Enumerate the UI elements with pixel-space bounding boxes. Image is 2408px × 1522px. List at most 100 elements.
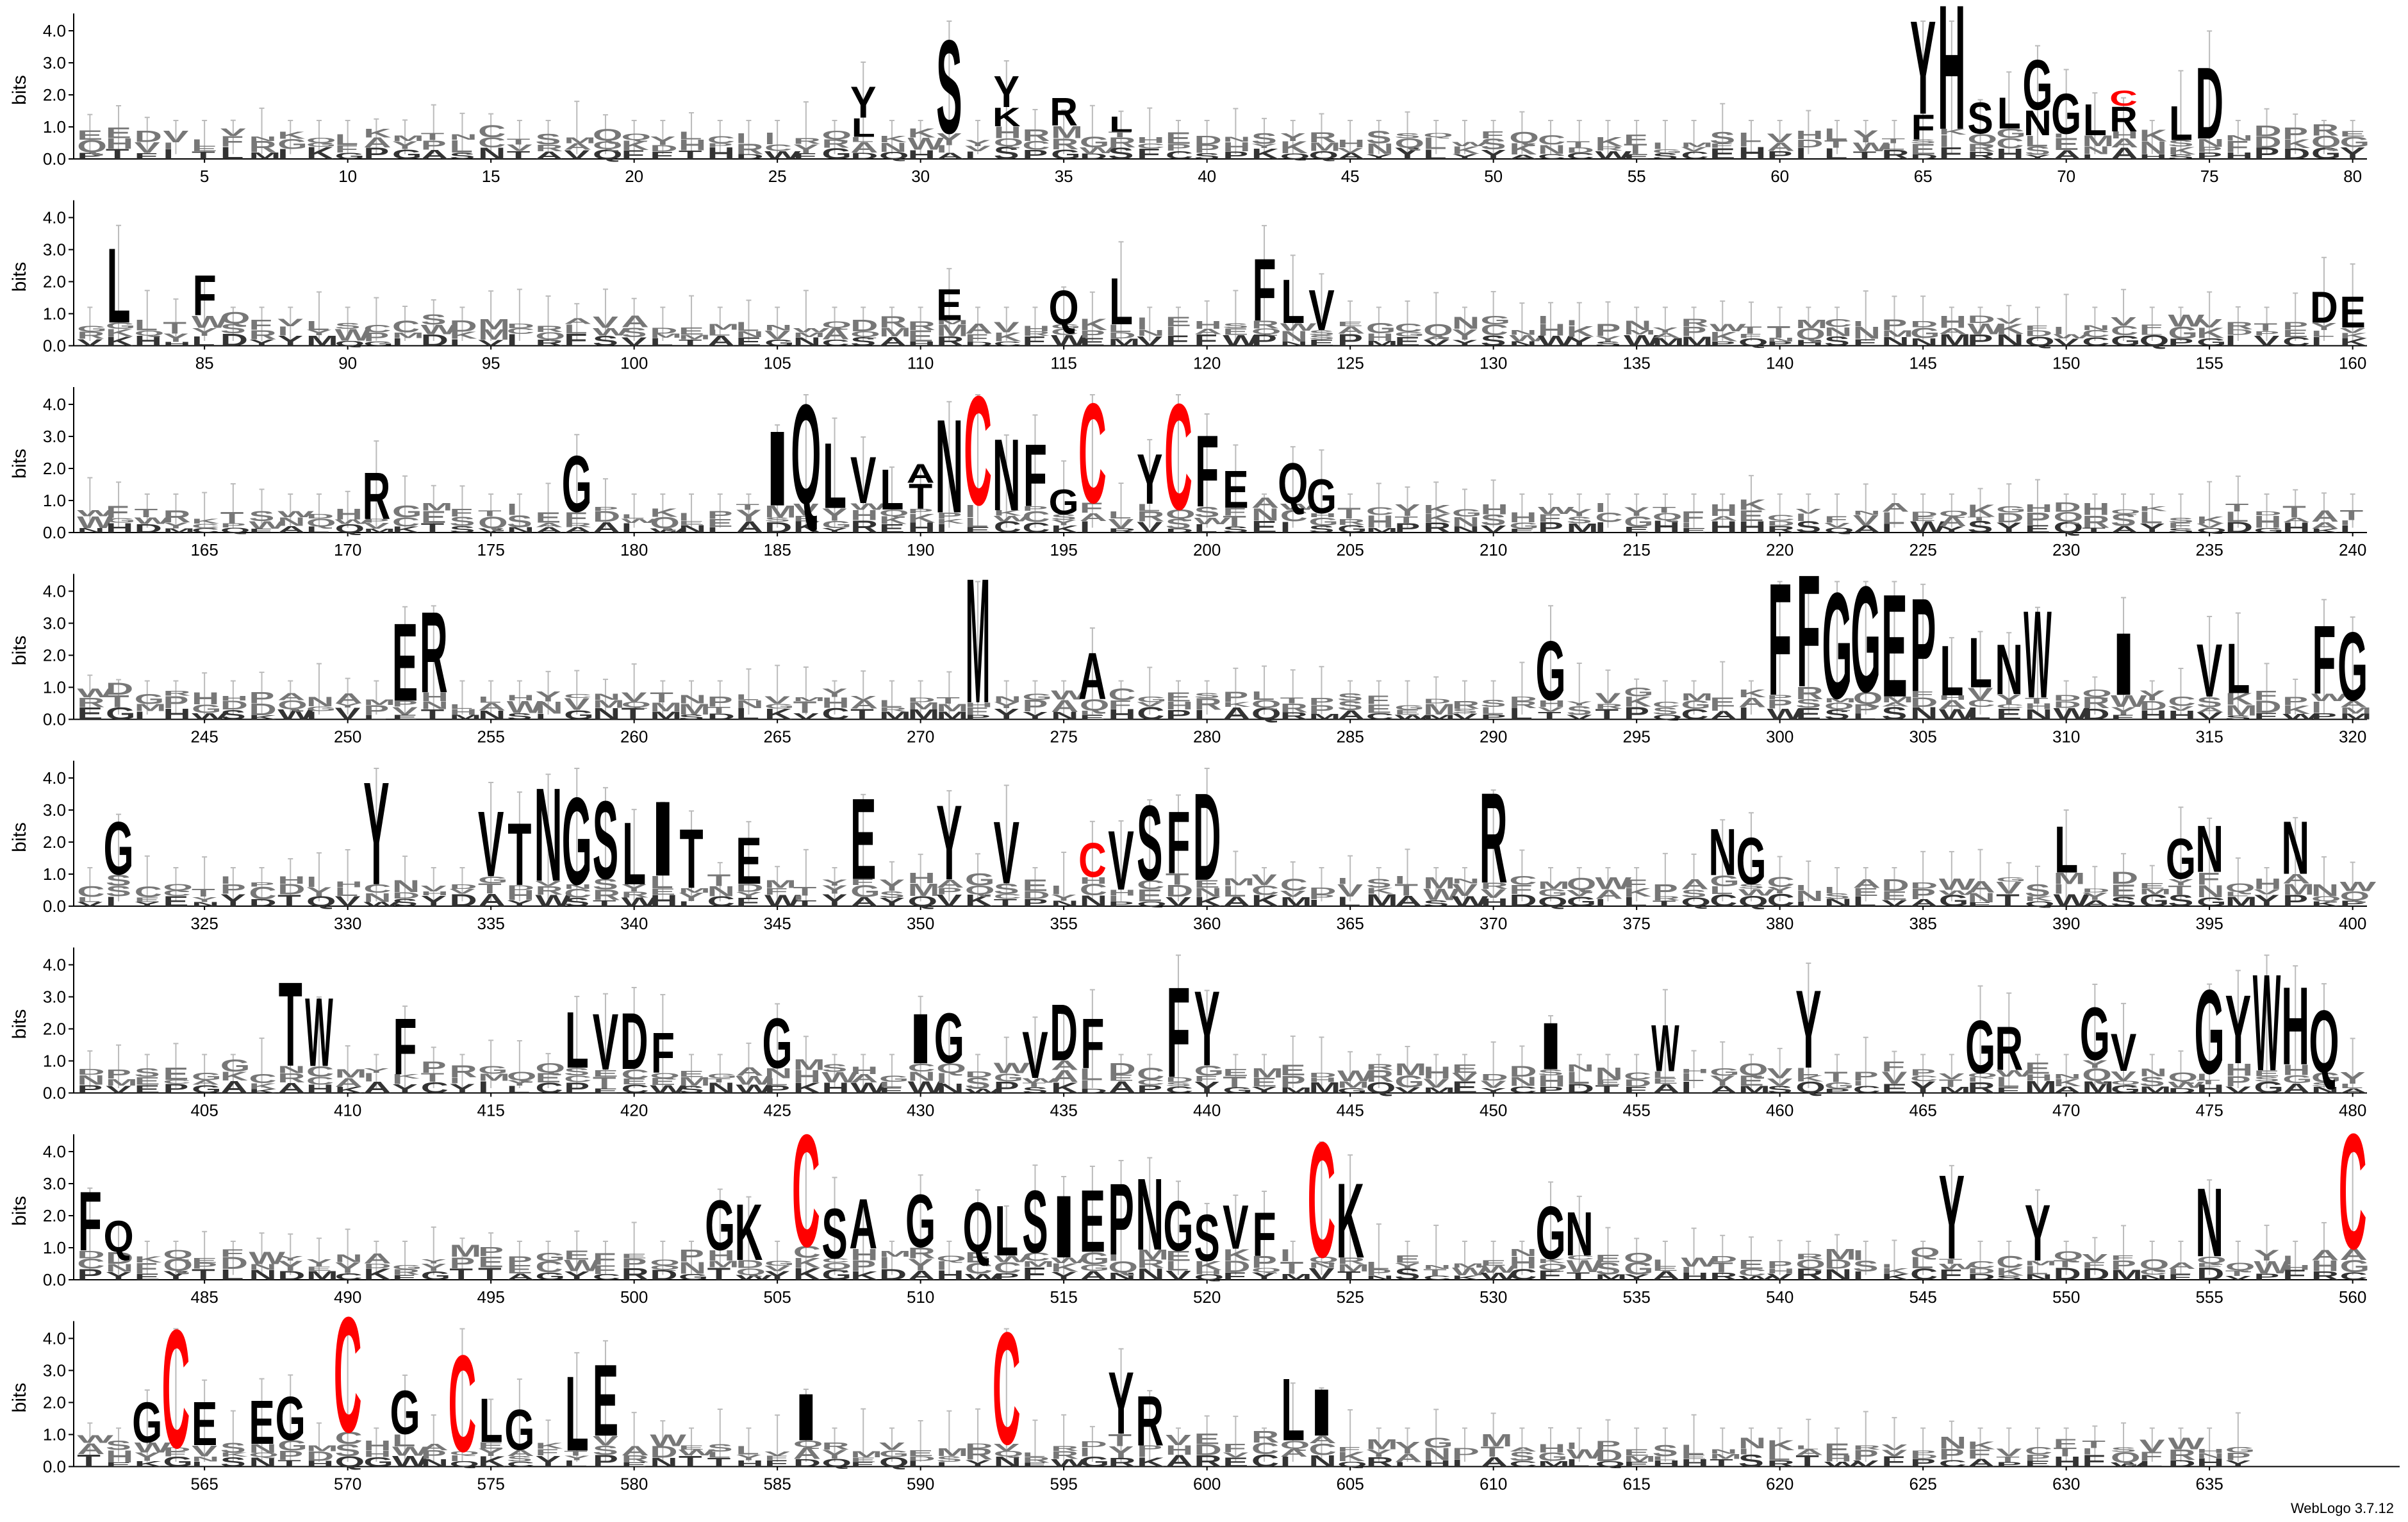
logo-letter-minor: P	[707, 142, 733, 149]
logo-letter-minor: I	[1881, 1263, 1892, 1270]
logo-letter: G	[103, 806, 133, 891]
logo-letter-minor: K	[908, 126, 936, 141]
logo-letter-minor: T	[736, 502, 759, 511]
logo-letter-minor: C	[1653, 700, 1680, 709]
logo-letter-minor: E	[1080, 714, 1105, 720]
logo-letter: R	[1480, 765, 1508, 910]
logo-letter-minor: M	[650, 709, 682, 722]
logo-letter-minor: Q	[879, 150, 909, 161]
logo-letter-minor: H	[1710, 500, 1737, 519]
logo-letter-minor: W	[650, 527, 686, 534]
logo-letter-minor: F	[1137, 145, 1160, 162]
logo-letter-minor: D	[2054, 699, 2081, 710]
logo-letter-minor: W	[2111, 691, 2147, 710]
logo-letter-minor: M	[1538, 879, 1570, 891]
logo-letter-minor: D	[850, 151, 878, 161]
logo-letter-minor: Q	[1824, 700, 1854, 711]
logo-letter-minor: R	[1767, 524, 1795, 534]
y-tick-label: 0.0	[43, 149, 66, 169]
logo-letter: E	[593, 1343, 618, 1457]
logo-letter-minor: Y	[1452, 326, 1478, 343]
logo-letter-minor: L	[965, 515, 989, 530]
logo-letter-minor: H	[679, 136, 706, 154]
logo-letter-minor: W	[1280, 321, 1317, 333]
logo-letter-minor: S	[449, 514, 475, 529]
logo-letter-minor: P	[1022, 147, 1048, 161]
logo-letter-minor: C	[392, 515, 420, 529]
x-tick-label: 455	[1622, 1101, 1650, 1120]
logo-letter-minor: T	[220, 508, 244, 527]
logo-letter-minor: R	[1251, 318, 1279, 331]
logo-letter-minor: P	[392, 699, 418, 708]
logo-letter-minor: M	[1681, 691, 1713, 703]
logo-letter-minor: M	[1051, 122, 1083, 142]
logo-letter-minor: I	[1795, 512, 1806, 524]
logo-letter-minor: L	[2140, 508, 2163, 527]
logo-letter-minor: S	[220, 321, 246, 336]
logo-letter-minor: Q	[1423, 321, 1453, 340]
logo-letter-minor: K	[622, 137, 650, 153]
logo-letter-minor: A	[2340, 699, 2368, 709]
x-tick-label: 410	[334, 1101, 361, 1120]
logo-letter-minor: Y	[277, 1255, 303, 1262]
logo-letter-minor: R	[1881, 148, 1909, 162]
logo-letter-minor: M	[363, 699, 395, 707]
logo-letter: L	[1281, 268, 1305, 337]
logo-letter-minor: R	[535, 143, 563, 153]
logo-letter-minor: Y	[277, 333, 303, 349]
logo-letter-minor: A	[821, 324, 849, 343]
logo-letter-minor: W	[1595, 149, 1631, 161]
y-tick-label: 0.0	[43, 1457, 66, 1477]
x-tick-label: 440	[1193, 1101, 1221, 1120]
logo-letter-minor: S	[1795, 518, 1821, 536]
logo-letter-minor: W	[1910, 518, 1947, 536]
logo-letter-minor: K	[363, 127, 391, 140]
logo-letter-minor: V	[764, 1451, 791, 1457]
logo-letter-minor: G	[1996, 876, 2026, 882]
logo-letter-minor: D	[2054, 693, 2081, 702]
logo-letter-minor: V	[277, 317, 304, 329]
logo-letter-minor: N	[1538, 143, 1565, 157]
logo-letter-minor: E	[1022, 876, 1048, 895]
logo-letter-minor: Y	[821, 505, 847, 525]
y-axis-label: bits	[9, 636, 30, 666]
x-tick-label: 25	[768, 167, 787, 186]
logo-letter-minor: I	[1824, 885, 1835, 895]
logo-letter: G	[562, 772, 592, 911]
logo-letter-minor: D	[306, 513, 334, 520]
logo-letter-minor: S	[994, 143, 1019, 163]
logo-letter-minor: N	[1223, 136, 1250, 144]
logo-letter-minor: E	[879, 522, 905, 535]
x-tick-label: 20	[625, 167, 643, 186]
logo-letter-minor: E	[2282, 327, 2308, 339]
logo-letter-minor: T	[1108, 131, 1132, 140]
x-tick-label: 205	[1336, 540, 1364, 559]
logo-letter-minor: H	[335, 506, 363, 523]
logo-letter-minor: M	[392, 134, 424, 143]
logo-letter-minor: M	[1251, 1065, 1283, 1080]
logo-letter-minor: C	[1366, 711, 1394, 722]
y-tick-label: 2.0	[43, 459, 66, 478]
logo-letter: S	[1194, 1202, 1219, 1276]
logo-letter: F	[1080, 1004, 1104, 1083]
logo-letter-minor: Q	[593, 146, 623, 161]
logo-letter-minor: P	[1767, 693, 1793, 700]
logo-letter-minor: V	[2054, 336, 2079, 348]
logo-letter-minor: D	[1767, 520, 1795, 527]
logo-letter-minor: Q	[2054, 518, 2084, 536]
logo-letter-minor: W	[1080, 146, 1116, 155]
logo-letter-minor: F	[2054, 1437, 2077, 1450]
logo-letter-minor: Q	[1394, 135, 1424, 151]
logo-letter-minor: Y	[2140, 521, 2165, 535]
logo-letter-minor: Y	[1653, 326, 1678, 335]
logo-letter-minor: V	[879, 1441, 905, 1452]
logo-letter-minor: R	[821, 137, 849, 150]
logo-letter-minor: C	[1824, 317, 1852, 329]
logo-letter-minor: D	[1910, 510, 1938, 518]
logo-letter-minor: V	[1452, 712, 1478, 722]
logo-letter-minor: V	[1767, 131, 1793, 145]
logo-letter-minor: V	[2197, 522, 2223, 529]
logo-letter-minor: F	[2111, 1254, 2134, 1262]
logo-letter-minor: I	[965, 501, 976, 521]
logo-letter-minor: W	[1967, 320, 2004, 338]
